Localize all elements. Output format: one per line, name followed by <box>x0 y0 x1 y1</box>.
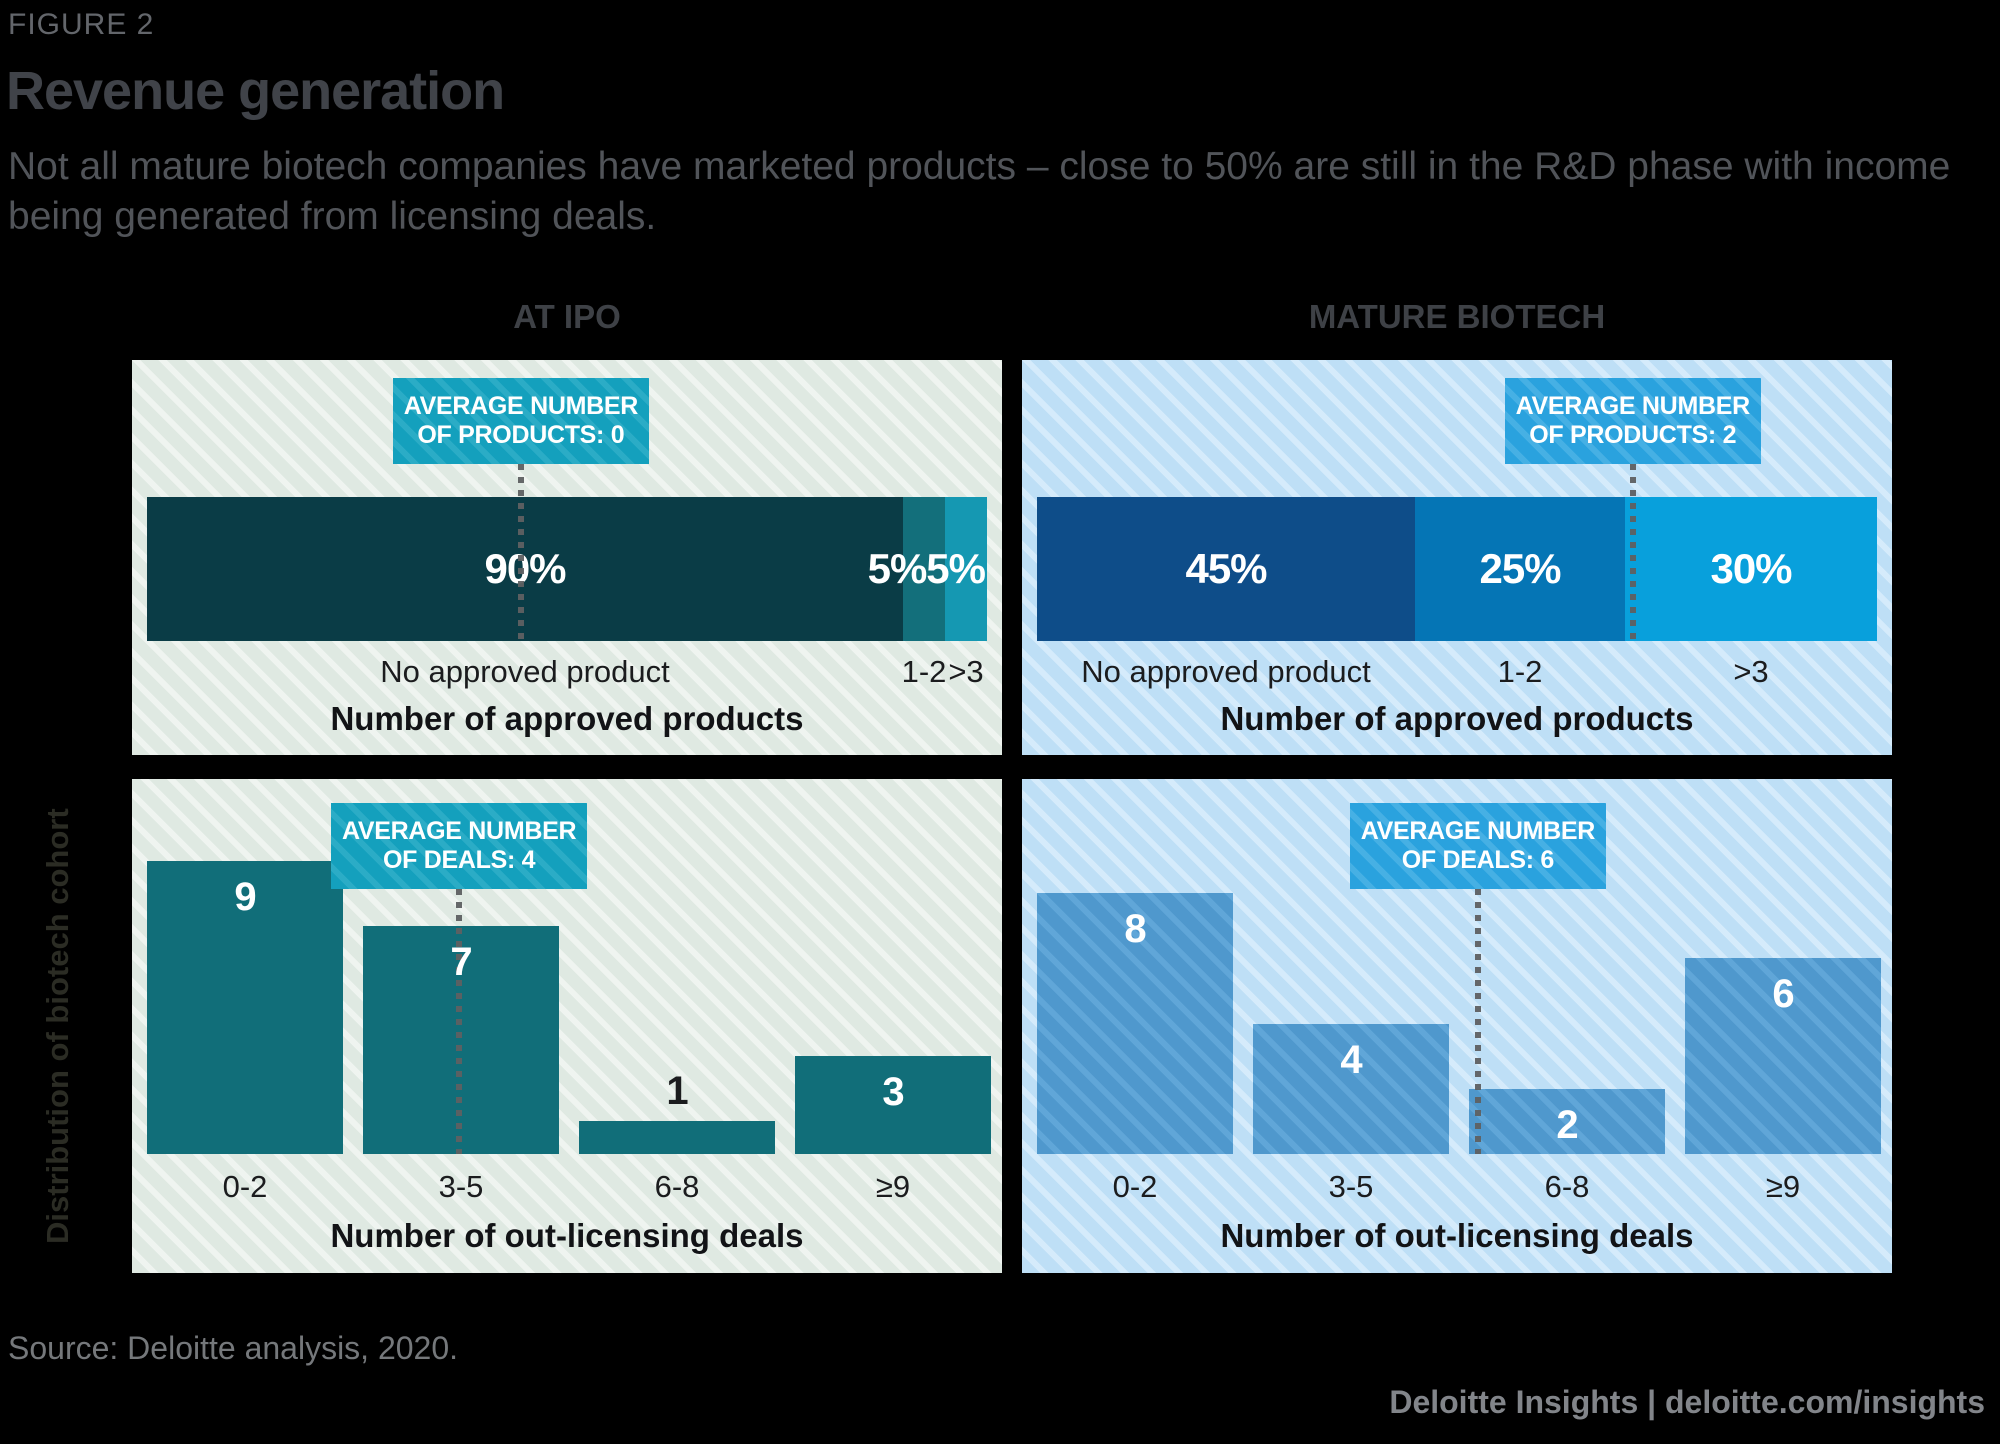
category-label: >3 <box>948 654 984 689</box>
annotation-line2: OF PRODUCTS: 0 <box>417 421 625 449</box>
segment-value-label: 25% <box>1479 545 1561 592</box>
average-products-annotation: AVERAGE NUMBER OF PRODUCTS: 2 <box>1504 378 1761 464</box>
small-segment-labels: 5% 5% <box>867 497 986 641</box>
panel-mature-deals: AVERAGE NUMBER OF DEALS: 6 8 0-2 4 3-5 2 6-8 6… <box>1022 779 1892 1273</box>
deloitte-insights-footer: Deloitte Insights | deloitte.com/insight… <box>1389 1384 1985 1420</box>
panel-at-ipo-approved-products: AVERAGE NUMBER OF PRODUCTS: 0 90% 5% 5% No… <box>132 360 1002 755</box>
x-axis-title: Number of out-licensing deals <box>1220 1217 1694 1254</box>
bar-segment-3: 30% <box>1625 497 1877 641</box>
stacked-bar: 45% 25% 30% <box>1037 497 1877 641</box>
source-note: Source: Deloitte analysis, 2020. <box>8 1330 459 1366</box>
y-axis-title-distribution: Distribution of biotech cohort <box>40 808 75 1244</box>
annotation-line2: OF DEALS: 4 <box>382 846 536 874</box>
bar-value-label: 3 <box>882 1070 904 1114</box>
category-label: ≥9 <box>875 1169 911 1204</box>
annotation-line2: OF PRODUCTS: 2 <box>1529 421 1737 449</box>
bar-value-label: 4 <box>1340 1038 1362 1082</box>
bar-6-8 <box>1469 1089 1665 1154</box>
category-label: 6-8 <box>654 1169 700 1204</box>
average-products-annotation: AVERAGE NUMBER OF PRODUCTS: 0 <box>392 378 649 464</box>
category-label: 6-8 <box>1544 1169 1590 1204</box>
segment-value-label: 90% <box>484 545 566 592</box>
bar-segment-2: 25% <box>1415 497 1625 641</box>
average-marker-line <box>1474 889 1481 1154</box>
bar-value-label: 6 <box>1772 972 1794 1016</box>
bar-6-8 <box>579 1121 775 1154</box>
bar-0-2 <box>147 861 343 1154</box>
category-label: No approved product <box>380 654 670 689</box>
category-label: ≥9 <box>1765 1169 1801 1204</box>
category-label: 0-2 <box>1112 1169 1158 1204</box>
segment-value-label: 45% <box>1185 545 1267 592</box>
segment-value-label: 5% <box>926 545 986 592</box>
category-label: >3 <box>1733 654 1769 689</box>
annotation-line1: AVERAGE NUMBER <box>1515 391 1751 420</box>
x-axis-title: Number of out-licensing deals <box>330 1217 804 1254</box>
average-deals-annotation: AVERAGE NUMBER OF DEALS: 6 <box>1349 803 1606 889</box>
column-title-at-ipo: AT IPO <box>513 298 621 335</box>
category-labels-row: No approved product 1-2 >3 <box>1037 654 1877 690</box>
annotation-line2: OF DEALS: 6 <box>1401 846 1555 874</box>
average-marker-line <box>517 464 524 641</box>
annotation-line1: AVERAGE NUMBER <box>341 816 577 845</box>
average-deals-annotation: AVERAGE NUMBER OF DEALS: 4 <box>331 803 588 889</box>
x-axis-title: Number of approved products <box>330 700 804 737</box>
category-labels-row: No approved product 1-2 >3 <box>147 654 987 690</box>
column-title-mature-biotech: MATURE BIOTECH <box>1308 298 1606 335</box>
average-marker-line <box>456 889 463 1154</box>
annotation-line1: AVERAGE NUMBER <box>403 391 639 420</box>
bar-3-5 <box>1253 1024 1449 1154</box>
bar-value-label: 2 <box>1556 1103 1578 1147</box>
category-label: 3-5 <box>1328 1169 1374 1204</box>
category-label: 3-5 <box>438 1169 484 1204</box>
bar-0-2 <box>1037 893 1233 1154</box>
bar-value-label: 7 <box>450 940 472 984</box>
bar-value-label: 8 <box>1124 907 1146 951</box>
segment-value-label: 5% <box>867 545 928 592</box>
bar-segment-1: 90% <box>147 497 903 641</box>
x-axis-title: Number of approved products <box>1220 700 1694 737</box>
average-marker-line <box>1629 464 1636 641</box>
stacked-bar: 90% 5% 5% <box>147 497 987 641</box>
bar-segment-1: 45% <box>1037 497 1415 641</box>
bar-value-label: 9 <box>234 875 256 919</box>
bar-area: 8 0-2 4 3-5 2 6-8 6 ≥9 <box>1022 779 1892 1273</box>
figure-title: Revenue generation <box>6 61 505 121</box>
bar-segment-3 <box>945 497 987 641</box>
figure-subtitle: Not all mature biotech companies have ma… <box>8 145 1951 238</box>
bar-area: 9 0-2 7 3-5 1 6-8 3 ≥9 <box>132 779 1002 1273</box>
segment-value-label: 30% <box>1710 545 1792 592</box>
bar-≥9 <box>795 1056 991 1154</box>
panel-at-ipo-deals: AVERAGE NUMBER OF DEALS: 4 9 0-2 7 3-5 1 6-8 3… <box>132 779 1002 1273</box>
bar-segment-2 <box>903 497 945 641</box>
figure-eyebrow: FIGURE 2 <box>8 8 155 41</box>
panel-mature-approved-products: AVERAGE NUMBER OF PRODUCTS: 2 45% 25% 30% … <box>1022 360 1892 755</box>
category-label: 1-2 <box>1497 654 1543 689</box>
category-label: 0-2 <box>222 1169 268 1204</box>
bar-value-label: 1 <box>666 1069 688 1113</box>
annotation-line1: AVERAGE NUMBER <box>1360 816 1596 845</box>
category-label: No approved product <box>1081 654 1371 689</box>
bar-≥9 <box>1685 958 1881 1154</box>
category-label: 1-2 <box>901 654 947 689</box>
